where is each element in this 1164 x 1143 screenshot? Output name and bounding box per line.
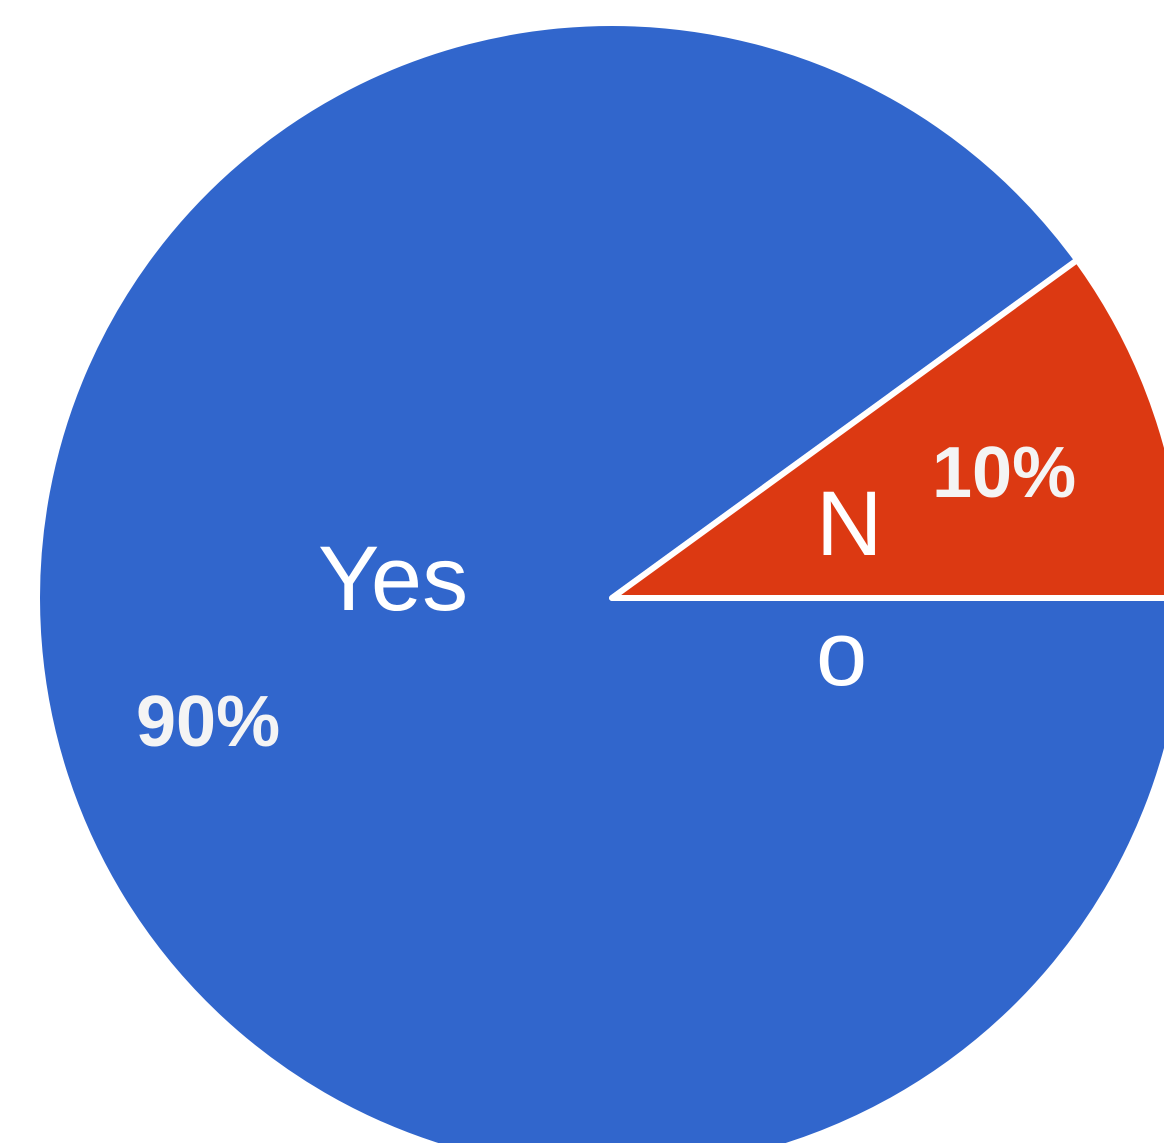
pie-slice-yes [34, 20, 1164, 1143]
labels-layer: Yes 90% N o 10% [136, 433, 1076, 762]
slice-label-yes: Yes [318, 528, 468, 630]
pie-slice-no [609, 257, 1164, 601]
slices-layer [34, 20, 1164, 1143]
percent-label-no: 10% [932, 433, 1076, 513]
percent-label-yes: 90% [136, 682, 280, 762]
